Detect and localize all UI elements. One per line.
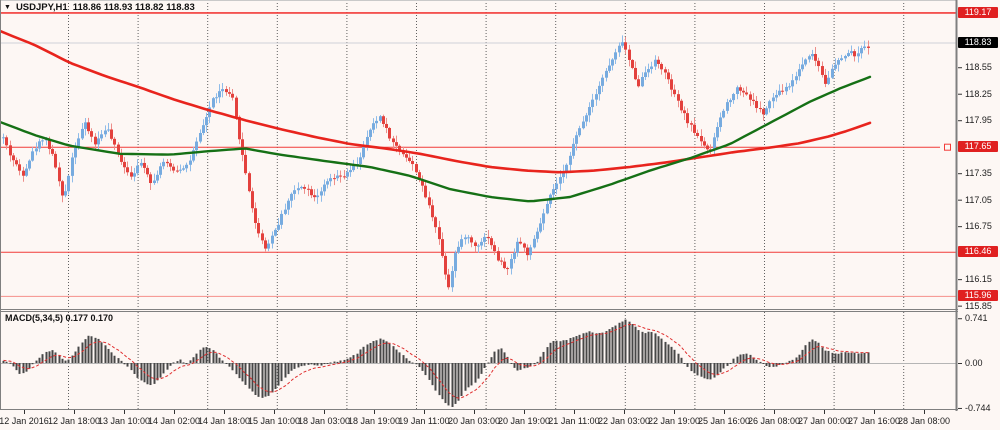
macd-indicator-label: MACD(5,34,5) 0.177 0.170 xyxy=(5,313,114,323)
price-axis-label: 115.85 xyxy=(965,300,992,311)
price-axis-label: 118.25 xyxy=(965,88,992,99)
chart-title: ▼ USDJPY,H1 118.86 118.93 118.82 118.83 xyxy=(4,2,195,13)
time-axis-label: 13 Jan 10:00 xyxy=(97,416,151,426)
time-axis-label: 22 Jan 19:00 xyxy=(647,416,701,426)
time-axis-label: 25 Jan 16:00 xyxy=(697,416,751,426)
ma-fast-green-line xyxy=(0,75,872,203)
hline-drag-marker xyxy=(944,143,951,151)
macd-axis-label: 0.00 xyxy=(965,358,983,368)
symbol-period-label: USDJPY,H1 xyxy=(15,2,68,13)
panel-borders xyxy=(0,0,958,411)
price-axis-label: 116.75 xyxy=(965,221,992,232)
price-badge-115.96: 115.96 xyxy=(958,290,998,302)
grid-lines xyxy=(68,0,905,409)
time-axis-label: 28 Jan 08:00 xyxy=(897,416,951,426)
time-axis-label: 18 Jan 03:00 xyxy=(297,416,351,426)
time-axis-label: 21 Jan 11:00 xyxy=(548,416,600,426)
time-axis-label: 27 Jan 00:00 xyxy=(797,416,851,426)
price-axis[interactable]: 118.55 118.25 117.95 117.35 117.05 116.75 116.… xyxy=(956,0,1000,430)
symbol-dropdown-icon[interactable]: ▼ xyxy=(4,3,11,11)
price-axis-label: 118.55 xyxy=(965,62,992,73)
price-axis-label: 117.95 xyxy=(965,115,992,126)
time-axis-label: 12 Jan 18:00 xyxy=(47,416,101,426)
time-axis-label: 18 Jan 19:00 xyxy=(347,416,401,426)
time-axis-label: 14 Jan 02:00 xyxy=(147,416,201,426)
time-axis-label: 26 Jan 08:00 xyxy=(747,416,801,426)
ohlc-readout: 118.86 118.93 118.82 118.83 xyxy=(72,2,195,13)
time-axis-label: 12 Jan 2016 xyxy=(0,416,49,426)
macd-signal-line xyxy=(3,323,869,399)
price-badge-116.46: 116.46 xyxy=(958,246,998,258)
time-axis-label: 15 Jan 10:00 xyxy=(247,416,301,426)
time-axis-label: 19 Jan 11:00 xyxy=(398,416,450,426)
price-badge-119.17: 119.17 xyxy=(958,6,998,18)
candlestick-series xyxy=(2,35,870,292)
ma-slow-red-line xyxy=(0,29,872,174)
time-axis-label: 22 Jan 03:00 xyxy=(597,416,651,426)
price-axis-label: 117.05 xyxy=(965,194,992,205)
price-axis-label: 117.35 xyxy=(965,168,992,179)
time-axis[interactable]: 12 Jan 2016 12 Jan 18:00 13 Jan 10:00 14 Ja… xyxy=(0,410,956,430)
price-axis-label: 116.15 xyxy=(965,274,992,285)
time-axis-label: 20 Jan 03:00 xyxy=(447,416,501,426)
macd-axis-label: -0.744 xyxy=(965,402,991,413)
time-axis-label: 27 Jan 16:00 xyxy=(847,416,901,426)
macd-axis-label: 0.741 xyxy=(965,313,988,324)
time-axis-label: 14 Jan 18:00 xyxy=(197,416,251,426)
price-badge-117.65: 117.65 xyxy=(958,141,998,153)
price-badge-118.83: 118.83 xyxy=(958,37,998,48)
time-axis-label: 20 Jan 19:00 xyxy=(497,416,551,426)
macd-histogram xyxy=(2,319,870,407)
